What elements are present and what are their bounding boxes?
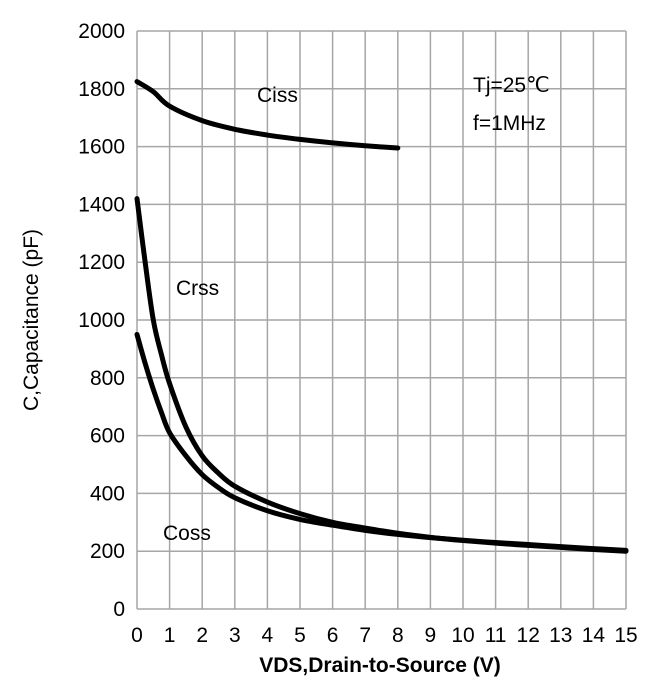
- y-tick-label: 600: [90, 425, 125, 448]
- series-line-crss: [134, 196, 629, 554]
- x-tick-label: 11: [485, 624, 507, 647]
- x-tick-label: 15: [614, 624, 637, 647]
- series-line-coss: [134, 331, 629, 553]
- series-label-coss: Coss: [163, 522, 211, 545]
- x-tick-label: 8: [392, 624, 404, 647]
- y-tick-label: 800: [90, 367, 125, 390]
- x-tick-label: 0: [131, 624, 143, 647]
- y-tick-label: 1200: [78, 251, 125, 274]
- y-tick-label: 200: [90, 540, 125, 563]
- x-tick-label: 10: [451, 624, 474, 647]
- series-label-ciss: Ciss: [257, 84, 298, 107]
- series-lines: [134, 79, 629, 554]
- x-tick-label: 14: [582, 624, 606, 647]
- x-tick-label: 2: [196, 624, 208, 647]
- y-tick-labels: 0 200 400 600 800 1000 1200 1400 1600 1800 2000: [78, 20, 125, 621]
- y-tick-label: 2000: [78, 20, 125, 43]
- x-tick-label: 12: [517, 624, 540, 647]
- x-tick-label: 7: [359, 624, 371, 647]
- annotation-frequency: f=1MHz: [473, 112, 546, 135]
- y-tick-label: 1000: [78, 309, 125, 332]
- x-tick-label: 6: [327, 624, 339, 647]
- series-line-ciss: [134, 79, 401, 151]
- y-axis-title: C,Capacitance (pF): [20, 229, 43, 411]
- x-tick-label: 3: [229, 624, 241, 647]
- x-tick-label: 13: [549, 624, 572, 647]
- x-tick-label: 5: [294, 624, 306, 647]
- x-tick-label: 4: [262, 624, 274, 647]
- annotation-temperature: Tj=25℃: [473, 74, 550, 97]
- x-tick-label: 9: [425, 624, 437, 647]
- y-tick-label: 400: [90, 482, 125, 505]
- y-tick-label: 1800: [78, 78, 125, 101]
- y-tick-label: 1400: [78, 193, 125, 216]
- series-label-crss: Crss: [176, 277, 219, 300]
- x-tick-label: 1: [164, 624, 176, 647]
- x-tick-labels: 0 1 2 3 4 5 6 7 8 9 10 11 12 13 14 15: [131, 624, 638, 647]
- y-tick-label: 0: [113, 598, 125, 621]
- y-tick-label: 1600: [78, 136, 125, 159]
- x-axis-title: VDS,Drain-to-Source (V): [259, 654, 501, 677]
